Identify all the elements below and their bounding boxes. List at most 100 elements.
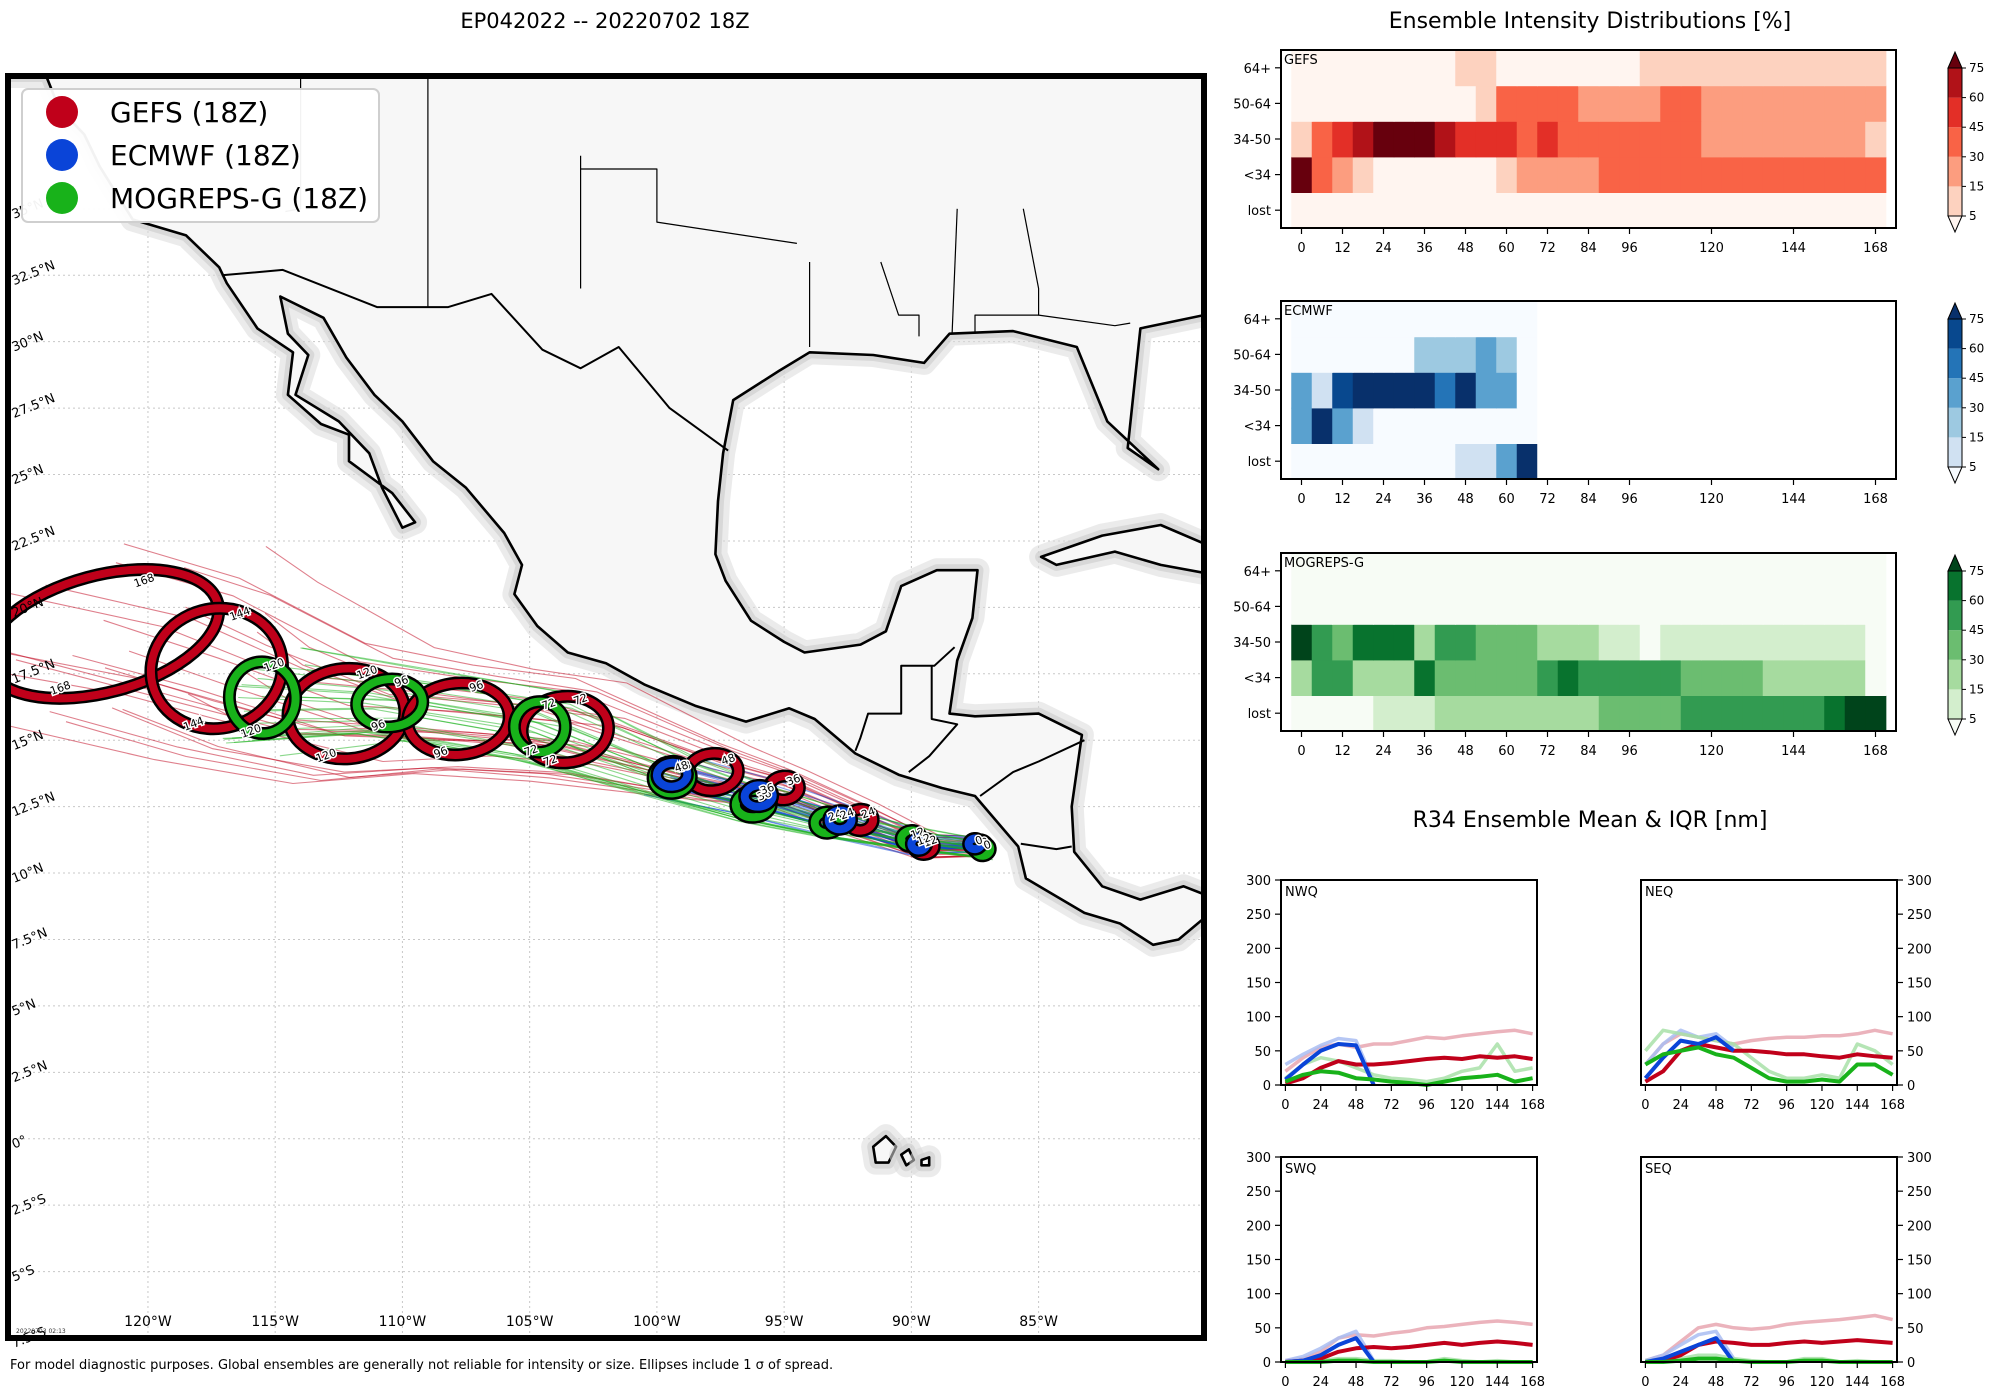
colorbar-min-extend — [1947, 215, 1963, 234]
heat-cell — [1824, 192, 1846, 229]
heat-cell — [1701, 50, 1723, 87]
heat-cell — [1680, 588, 1702, 625]
heat-cell — [1680, 695, 1702, 732]
heat-cell — [1311, 336, 1333, 373]
heat-cell — [1762, 50, 1784, 87]
heat-cell — [1475, 553, 1497, 590]
heat-cell — [1824, 85, 1846, 122]
heat-cell — [1434, 553, 1456, 590]
heat-xtick-label: 84 — [1580, 241, 1597, 256]
heat-cell — [1496, 85, 1518, 122]
r34-line-gefs-mean — [1645, 1338, 1893, 1364]
r34-swq-panel: SWQ 0 24 48 72 96 120 144 168 0 50 100 150 200 250 300 — [1246, 1151, 1545, 1390]
r34-ytick-label: 0 — [1263, 1079, 1271, 1094]
heat-cell — [1434, 659, 1456, 696]
heat-cell — [1414, 553, 1436, 590]
heat-cell — [1291, 407, 1313, 444]
legend-mogreps-label: MOGREPS-G (18Z) — [110, 182, 368, 215]
r34-xtick-label: 144 — [1485, 1375, 1510, 1390]
ellipse-mogreps-g-72 — [510, 697, 570, 757]
heat-cell — [1291, 192, 1313, 229]
heat-cell — [1619, 156, 1641, 193]
r34-plot-area — [1281, 1157, 1537, 1362]
heat-cell — [1557, 695, 1579, 732]
heat-cell — [1434, 85, 1456, 122]
heat-cell — [1332, 50, 1354, 87]
heat-cell — [1680, 192, 1702, 229]
heat-cell — [1332, 588, 1354, 625]
heat-cell — [1373, 121, 1395, 158]
heat-cell — [1332, 156, 1354, 193]
r34-ytick-label: 100 — [1246, 1011, 1271, 1026]
heat-ytick-label: <34 — [1244, 169, 1271, 184]
ellipse-ecmwf-24 — [824, 806, 856, 834]
heat-ytick-label: 64+ — [1244, 565, 1271, 580]
intensity-gefs-panel: GEFS lost <34 34-50 50-64 64+ 0 12 24 36 48 60 72 84 9… — [1233, 49, 1984, 256]
heat-cell — [1291, 659, 1313, 696]
colorbar-segment — [1948, 659, 1962, 690]
heat-cell — [1352, 156, 1374, 193]
member-track — [123, 543, 980, 838]
r34-xtick-label: 144 — [1485, 1098, 1510, 1113]
colorbar-max-extend — [1947, 553, 1963, 572]
heat-cell — [1865, 695, 1887, 732]
r34-line-ecmwf-iqr — [1644, 1329, 1736, 1363]
heat-cell — [1393, 192, 1415, 229]
heat-cell — [1701, 695, 1723, 732]
r34-panel-title: NWQ — [1285, 885, 1318, 900]
heat-cell — [1414, 121, 1436, 158]
heat-ytick-label: lost — [1248, 455, 1271, 470]
r34-ytick-label: 50 — [1254, 1322, 1271, 1337]
heat-ytick-label: 34-50 — [1233, 133, 1271, 148]
r34-xtick-label: 24 — [1672, 1375, 1689, 1390]
heat-cell — [1516, 588, 1538, 625]
heat-cell — [1537, 588, 1559, 625]
heat-cell — [1803, 50, 1825, 87]
heat-cell — [1639, 85, 1661, 122]
r34-nwq-panel: NWQ 0 24 48 72 96 120 144 168 0 50 100 150 200 250 300 — [1246, 874, 1545, 1113]
r34-ytick-label: 200 — [1907, 1219, 1932, 1234]
heat-cell — [1557, 121, 1579, 158]
r34-ytick-label: 100 — [1907, 1011, 1932, 1026]
heat-cell — [1824, 659, 1846, 696]
heat-cell — [1414, 407, 1436, 444]
heat-cell — [1680, 85, 1702, 122]
heat-cell — [1639, 553, 1661, 590]
r34-xtick-label: 96 — [1418, 1375, 1435, 1390]
r34-xtick-label: 168 — [1520, 1375, 1545, 1390]
heat-cell — [1865, 553, 1887, 590]
heat-cell — [1352, 624, 1374, 661]
heat-cell — [1414, 85, 1436, 122]
r34-xtick-label: 72 — [1743, 1375, 1760, 1390]
r34-xtick-label: 96 — [1418, 1098, 1435, 1113]
colorbar-tick-label: 60 — [1969, 342, 1984, 356]
r34-ytick-label: 250 — [1907, 908, 1932, 923]
legend-gefs-label: GEFS (18Z) — [110, 96, 268, 129]
r34-xtick-label: 48 — [1348, 1375, 1365, 1390]
heat-cell — [1721, 121, 1743, 158]
heat-cell — [1701, 85, 1723, 122]
heat-cell — [1373, 553, 1395, 590]
heat-cell — [1393, 85, 1415, 122]
heat-cell — [1578, 50, 1600, 87]
heat-cell — [1332, 85, 1354, 122]
legend-gefs-marker — [46, 96, 78, 128]
colorbar-tick-label: 45 — [1969, 623, 1984, 637]
heat-cell — [1537, 156, 1559, 193]
heat-cell — [1455, 624, 1477, 661]
heat-cell — [1393, 156, 1415, 193]
legend-ecmwf-label: ECMWF (18Z) — [110, 139, 301, 172]
heat-cell — [1496, 156, 1518, 193]
heat-xtick-label: 36 — [1416, 241, 1433, 256]
heat-cell — [1496, 336, 1518, 373]
heat-cell — [1455, 192, 1477, 229]
r34-xtick-label: 120 — [1450, 1098, 1475, 1113]
heat-cell — [1291, 156, 1313, 193]
heat-cell — [1762, 659, 1784, 696]
heat-xtick-label: 84 — [1580, 744, 1597, 759]
heat-xtick-label: 48 — [1457, 492, 1474, 507]
heat-cell — [1557, 156, 1579, 193]
heat-cell — [1332, 553, 1354, 590]
heat-cell — [1332, 336, 1354, 373]
